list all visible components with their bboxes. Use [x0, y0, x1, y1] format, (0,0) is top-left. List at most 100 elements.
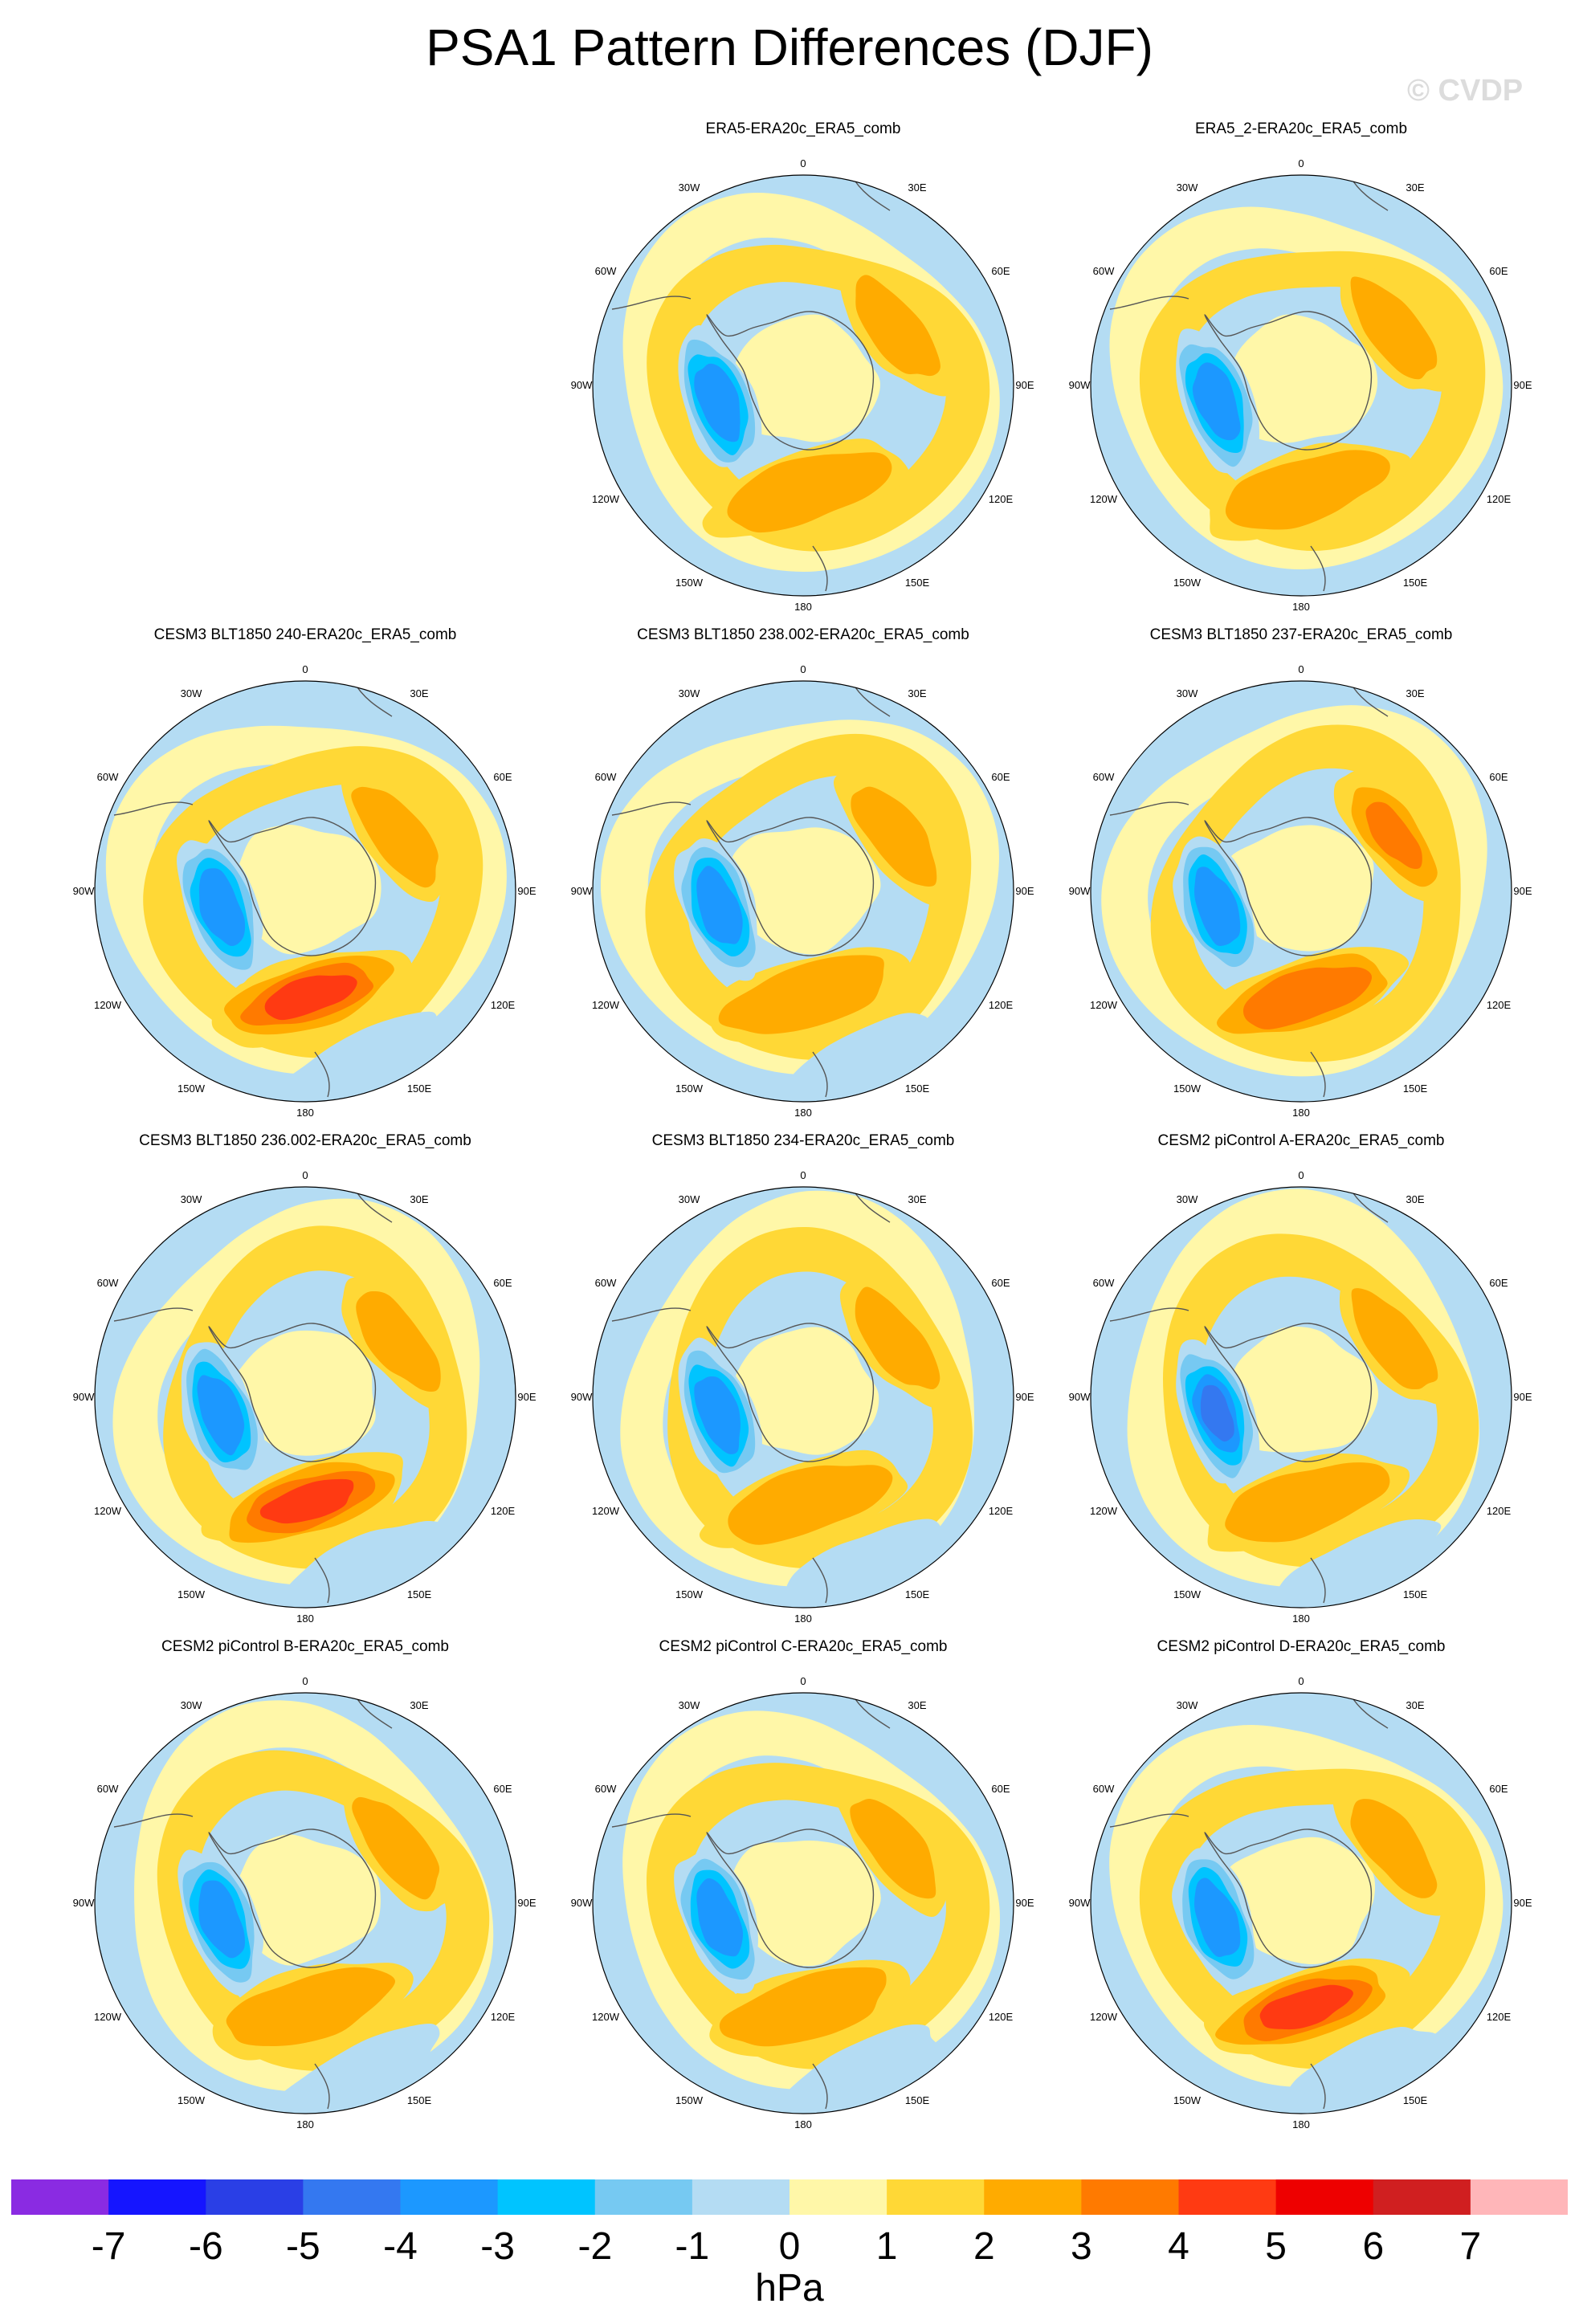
longitude-label: 0: [800, 1675, 806, 1687]
longitude-label: 150W: [675, 1082, 704, 1095]
antarctic-plateau-contour: [233, 825, 381, 955]
antarctic-plateau-contour: [1230, 1326, 1379, 1453]
south-america-coastline: [1109, 801, 1189, 816]
south-america-coastline: [1109, 1307, 1189, 1322]
longitude-label: 30W: [181, 687, 202, 699]
map-boundary: [592, 1186, 1014, 1608]
contour-field: [593, 681, 1014, 1102]
polar-map: 0 30E 60E 90E 120E 150E 180 150W 120W 90W 60W 30W: [1069, 663, 1532, 1119]
colorbar-tick-label: 0: [778, 2225, 801, 2268]
longitude-label: 150E: [905, 577, 930, 589]
colorbar-box: [1373, 2179, 1471, 2215]
cvdp-watermark: © CVDP: [1407, 74, 1524, 108]
colorbar-unit-label: hPa: [755, 2267, 824, 2310]
map-panel: ERA5_2-ERA20c_ERA5_comb 0 30E 60E 90E 120E 150…: [1060, 120, 1542, 650]
longitude-label: 90E: [517, 1391, 536, 1403]
longitude-label: 90W: [1069, 1897, 1091, 1909]
longitude-label: 180: [1292, 1107, 1310, 1119]
pacific-negative-contour: [771, 2024, 938, 2114]
pacific-negative-contour: [1276, 1519, 1442, 1608]
map-panel: CESM3 BLT1850 236.002-ERA20c_ERA5_comb 0 3…: [64, 1132, 546, 1662]
contour-field: [1091, 1187, 1512, 1608]
polar-map: 0 30E 60E 90E 120E 150E 180 150W 120W 90W 60W 30W: [571, 1675, 1034, 2130]
longitude-label: 90W: [73, 1897, 95, 1909]
pacific-negative-contour: [781, 1519, 943, 1608]
antarctica-coastline: [1204, 311, 1373, 451]
longitude-label: 90E: [517, 885, 536, 897]
longitude-label: 60W: [1093, 265, 1115, 277]
longitude-label: 30E: [908, 1699, 926, 1711]
longitude-label: 120W: [94, 2011, 122, 2023]
nz-positive-contour-level: [1225, 1462, 1390, 1543]
map-panel: CESM2 piControl B-ERA20c_ERA5_comb 0 30E 60…: [64, 1638, 546, 2168]
colorbar-tick-label: -4: [383, 2225, 418, 2268]
longitude-label: 0: [1298, 1675, 1304, 1687]
polar-map: 0 30E 60E 90E 120E 150E 180 150W 120W 90W 60W 30W: [73, 663, 537, 1119]
longitude-label: 0: [800, 663, 806, 675]
new-zealand-coastline: [1310, 545, 1326, 592]
antarctic-plateau-contour: [728, 1327, 879, 1455]
colorbar-tick-label: -2: [577, 2225, 613, 2268]
ridge-contour-level: [850, 1799, 936, 1899]
map-boundary: [592, 174, 1014, 597]
ridge-contour-level: [352, 1796, 440, 1900]
pacific-negative-contour: [275, 1011, 438, 1102]
longitude-label: 150E: [1403, 2094, 1428, 2106]
colorbar-tick-label: 5: [1265, 2225, 1287, 2268]
south-america-coastline: [611, 1307, 692, 1322]
panel-title: CESM3 BLT1850 237-ERA20c_ERA5_comb: [1149, 626, 1453, 643]
longitude-label: 60W: [595, 1783, 617, 1795]
amundsen-low-contour-level: [696, 1878, 743, 1957]
longitude-label: 30E: [908, 181, 926, 194]
longitude-label: 30W: [181, 1699, 202, 1711]
pacific-negative-contour: [772, 1013, 940, 1102]
new-zealand-coastline: [1310, 1557, 1326, 1604]
longitude-label: 150E: [1403, 577, 1428, 589]
longitude-label: 150W: [675, 2094, 704, 2106]
amundsen-low-contour-level: [1200, 1384, 1234, 1442]
new-zealand-coastline: [1310, 2063, 1326, 2110]
longitude-label: 120W: [592, 999, 620, 1011]
longitude-label: 60W: [97, 1277, 119, 1289]
longitude-label: 30W: [181, 1193, 202, 1205]
south-america-coastline: [611, 296, 692, 310]
longitude-label: 180: [1292, 601, 1310, 613]
longitude-label: 180: [296, 1613, 314, 1625]
longitude-label: 30W: [679, 181, 700, 194]
longitude-label: 120W: [592, 493, 620, 505]
colorbar-box: [887, 2179, 985, 2215]
map-boundary: [1090, 1692, 1512, 2114]
contour-field: [593, 1693, 1014, 2114]
longitude-label: 180: [794, 1107, 812, 1119]
map-panel: CESM3 BLT1850 240-ERA20c_ERA5_comb 0 30E 60…: [64, 626, 546, 1156]
pacific-negative-contour: [1276, 2026, 1441, 2114]
longitude-label: 90E: [1513, 885, 1532, 897]
longitude-label: 150E: [905, 1588, 930, 1600]
longitude-label: 30W: [1177, 181, 1198, 194]
new-zealand-coastline: [812, 1557, 828, 1604]
longitude-label: 150W: [1173, 1082, 1202, 1095]
colorbar-box: [497, 2179, 596, 2215]
panel-title: CESM3 BLT1850 238.002-ERA20c_ERA5_comb: [637, 626, 969, 643]
longitude-label: 60E: [991, 265, 1010, 277]
map-boundary: [94, 1186, 516, 1608]
longitude-label: 180: [1292, 2118, 1310, 2130]
longitude-label: 60E: [991, 1783, 1010, 1795]
antarctica-coastline: [208, 1829, 377, 1968]
longitude-label: 120W: [1090, 999, 1118, 1011]
longitude-label: 30W: [1177, 1193, 1198, 1205]
antarctic-plateau-contour: [1224, 1837, 1376, 1965]
longitude-label: 90W: [571, 1391, 593, 1403]
map-boundary: [94, 1692, 516, 2114]
positive-ring-contour: [112, 1198, 480, 1585]
longitude-label: 150E: [407, 1082, 432, 1095]
longitude-label: 120E: [1487, 1505, 1512, 1517]
longitude-label: 90W: [571, 379, 593, 391]
longitude-label: 0: [302, 1675, 308, 1687]
contour-field: [593, 1187, 1014, 1608]
south-america-coastline: [1109, 1813, 1189, 1828]
ridge-contour-level: [851, 786, 937, 887]
colorbar-box: [594, 2179, 693, 2215]
polar-map: 0 30E 60E 90E 120E 150E 180 150W 120W 90W 60W 30W: [73, 1675, 537, 2130]
longitude-label: 90W: [571, 885, 593, 897]
